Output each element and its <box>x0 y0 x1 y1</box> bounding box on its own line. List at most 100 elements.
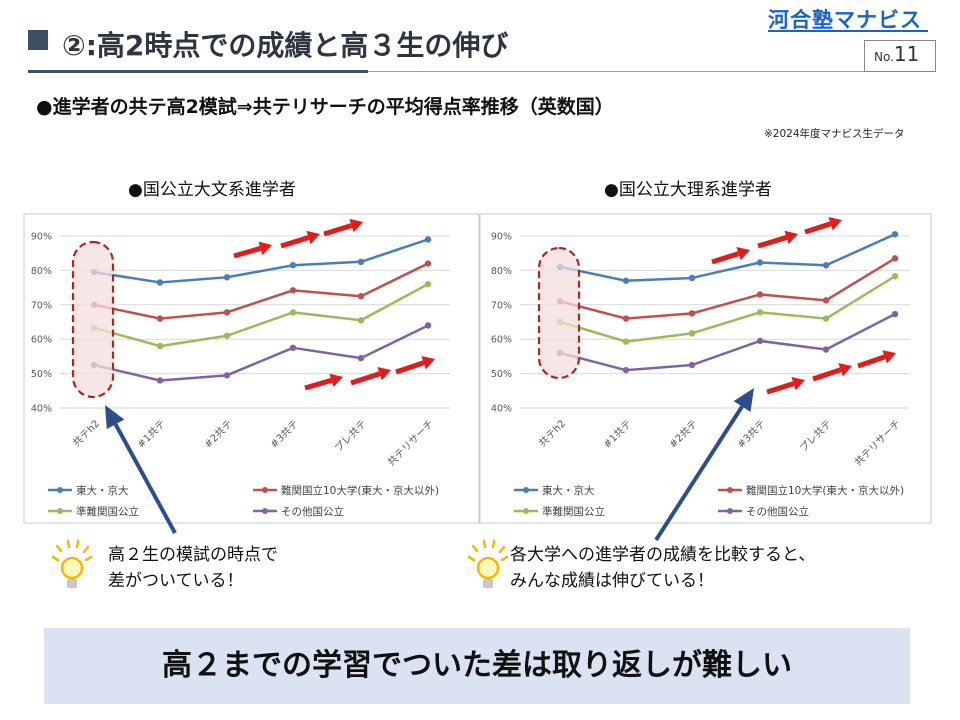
bulb-ray <box>82 545 90 554</box>
bulb-base <box>483 579 493 588</box>
series-line <box>559 275 896 343</box>
data-point <box>289 309 297 316</box>
red-arrowhead <box>349 218 363 233</box>
title-underline <box>28 70 368 73</box>
series-line <box>559 312 896 372</box>
data-point <box>822 346 830 353</box>
red-arrow <box>280 235 310 249</box>
series-line <box>93 283 429 348</box>
lightbulb-icon <box>51 539 93 588</box>
bulb-ray <box>51 555 60 562</box>
red-arrowhead <box>377 367 391 381</box>
annotation-layer <box>51 217 896 588</box>
red-arrowhead <box>258 241 272 256</box>
legend-marker <box>523 508 529 514</box>
legend-label: 準難関国公立 <box>76 505 139 518</box>
data-point <box>622 277 630 284</box>
data-point <box>357 354 365 362</box>
data-point <box>424 280 432 288</box>
legend-marker <box>262 487 268 493</box>
bulb-ray <box>55 544 63 553</box>
red-arrow <box>233 245 262 259</box>
bulb-ray <box>500 555 509 562</box>
red-arrowhead <box>329 373 343 388</box>
legend-label: 難関国立10大学(東大・京大以外) <box>281 484 439 497</box>
data-point <box>688 330 696 337</box>
data-source-note: ※2024年度マナビス生データ <box>764 128 905 140</box>
y-tick-label: 80% <box>31 266 52 277</box>
data-point <box>688 361 696 369</box>
blue-pointer-arrow <box>654 405 744 542</box>
blue-pointer-arrow <box>113 423 177 534</box>
highlight-oval <box>537 246 581 380</box>
conclusion-banner <box>44 628 910 704</box>
data-point <box>622 315 630 322</box>
data-point <box>424 260 432 267</box>
title-marker <box>28 30 48 50</box>
chart-title-humanities: ●国公立大文系進学者 <box>128 180 296 200</box>
data-point <box>891 255 899 262</box>
bulb-ray <box>84 555 93 562</box>
y-tick-label: 80% <box>491 266 512 277</box>
red-arrowhead <box>421 356 435 370</box>
data-point <box>622 366 630 374</box>
data-point <box>424 236 432 243</box>
red-arrowhead <box>736 246 750 261</box>
data-point <box>688 310 696 317</box>
bulb-ray <box>491 539 496 549</box>
page-number: No.11 <box>874 42 919 66</box>
red-arrow <box>812 367 842 382</box>
red-arrow <box>323 223 353 237</box>
red-arrow <box>804 221 832 235</box>
bulb-ray <box>471 544 479 553</box>
red-arrow <box>395 360 425 375</box>
tip-line: 各大学への進学者の成績を比較すると、 <box>510 545 816 565</box>
data-point <box>289 262 297 269</box>
data-point <box>156 377 164 384</box>
lightbulb-icon <box>467 539 509 588</box>
legend-marker <box>57 508 63 514</box>
y-tick-label: 40% <box>31 404 52 415</box>
section-subtitle: ●進学者の共テ高2模試⇒共テリサーチの平均得点率推移（英数国） <box>36 96 614 118</box>
data-point <box>756 259 764 266</box>
red-arrowhead <box>784 230 798 245</box>
page-title: ②:高2時点での成績と高３生の伸び <box>62 29 509 62</box>
page-number-prefix: No. <box>874 50 894 64</box>
data-point <box>223 332 231 339</box>
data-point <box>223 274 231 281</box>
legend-label: 東大・京大 <box>76 484 129 497</box>
conclusion-text: 高２までの学習でついた差は取り返しが難しい <box>162 648 792 683</box>
data-point <box>357 258 365 265</box>
data-point <box>622 338 630 345</box>
red-arrowhead <box>306 230 320 245</box>
series-line <box>559 257 896 320</box>
red-arrow <box>711 251 740 265</box>
data-point <box>756 291 764 298</box>
y-tick-label: 60% <box>31 335 52 346</box>
data-point <box>223 372 231 379</box>
red-arrow <box>350 371 381 386</box>
page-number-box <box>864 40 936 72</box>
data-point <box>156 342 164 350</box>
data-point <box>688 274 696 282</box>
red-arrowhead <box>791 376 805 391</box>
red-arrow <box>766 381 795 395</box>
data-point <box>357 317 365 324</box>
legend-label: 準難関国公立 <box>542 505 605 518</box>
legend-label: 東大・京大 <box>542 484 595 497</box>
data-point <box>223 309 231 316</box>
red-arrowhead <box>838 363 852 377</box>
data-point <box>891 273 899 280</box>
y-tick-label: 40% <box>491 404 512 415</box>
tip-line: みんな成績は伸びている！ <box>510 571 714 591</box>
legend-marker <box>523 487 529 493</box>
data-point <box>822 315 830 322</box>
bulb-glass <box>60 556 84 580</box>
red-arrow <box>857 354 886 369</box>
data-point <box>891 231 899 238</box>
series-line <box>93 238 429 284</box>
data-point <box>156 315 164 322</box>
tip-science: 各大学への進学者の成績を比較すると、 みんな成績は伸びている！ <box>510 542 815 594</box>
legend-label: その他国公立 <box>746 505 809 518</box>
